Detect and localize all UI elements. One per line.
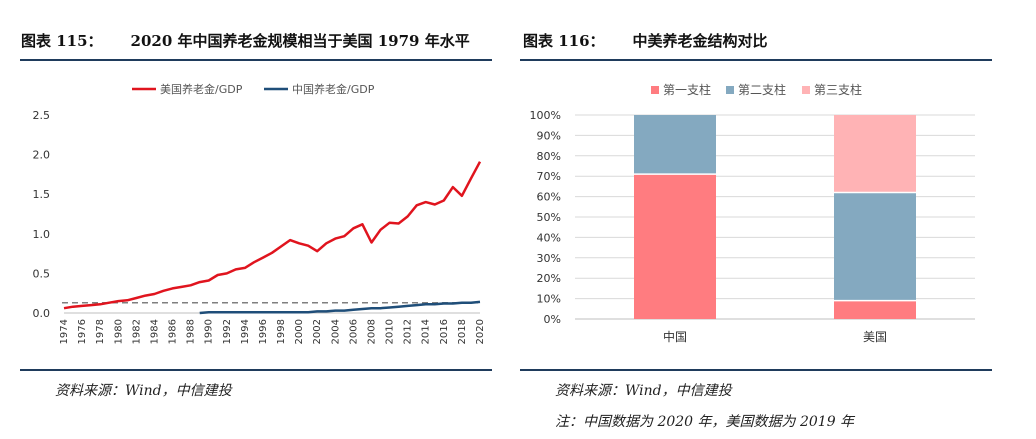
x-tick-label: 1984 (149, 319, 160, 344)
y-tick-label: 80% (537, 150, 561, 163)
x-tick-label: 2012 (403, 319, 414, 344)
left-bottom-rule (20, 369, 492, 371)
y-tick-label: 10% (537, 293, 561, 306)
pension-structure-bar-chart: 0% 10% 20% 30% 40% 50% 60% 70% 80% 90% 100% 中国 美国 第一支… (530, 82, 975, 344)
y-tick-label: 90% (537, 129, 561, 142)
bar-segment (834, 115, 916, 193)
x-tick-label: 2002 (312, 319, 323, 344)
left-source: 资料来源：Wind，中信建投 (55, 383, 232, 399)
x-tick-label: 2010 (385, 319, 396, 344)
x-tick-label: 2018 (457, 319, 468, 344)
left-figure-title: 图表 115： 2020 年中国养老金规模相当于美国 1979 年水平 (21, 30, 470, 51)
x-tick-label: 1976 (77, 319, 88, 344)
x-tick-label: 2008 (366, 319, 377, 344)
x-tick-label: 1978 (95, 319, 106, 344)
pension-gdp-line-chart: 0.0 0.5 1.0 1.5 2.0 2.5 1974 1976 1978 1980 1982 19… (33, 82, 487, 344)
y-tick-label: 50% (537, 211, 561, 224)
y-tick-label: 1.5 (33, 188, 51, 201)
x-category-label: 中国 (663, 329, 687, 344)
left-top-rule (20, 59, 492, 61)
bar-segment (634, 115, 716, 175)
x-category-label: 美国 (863, 330, 887, 344)
x-tick-label: 1994 (240, 319, 251, 344)
x-tick-label: 2016 (439, 319, 450, 344)
x-tick-label: 1980 (113, 319, 124, 344)
legend-swatch (651, 86, 659, 94)
x-tick-label: 1986 (168, 319, 179, 344)
cn-pension-line (199, 300, 481, 315)
right-source: 资料来源：Wind，中信建投 (555, 383, 732, 399)
right-figure-title-text: 中美养老金结构对比 (632, 32, 768, 50)
x-tick-label: 1998 (276, 319, 287, 344)
bar-segment (634, 174, 716, 319)
legend-label: 中国养老金/GDP (292, 82, 375, 96)
y-tick-label: 2.0 (33, 149, 51, 162)
x-tick-label: 1990 (204, 319, 215, 344)
x-tick-label: 2014 (421, 319, 432, 344)
x-tick-label: 1988 (186, 319, 197, 344)
y-tick-label: 0.5 (33, 267, 51, 280)
y-tick-label: 2.5 (33, 109, 51, 122)
legend-label: 第一支柱 (663, 82, 711, 97)
x-tick-label: 1974 (59, 319, 70, 344)
x-tick-label: 2006 (348, 319, 359, 344)
x-tick-label: 2004 (330, 319, 341, 344)
y-tick-label: 0.0 (33, 307, 51, 320)
legend-swatch (726, 86, 734, 94)
y-tick-label: 40% (537, 231, 561, 244)
left-figure-title-text: 2020 年中国养老金规模相当于美国 1979 年水平 (130, 32, 470, 50)
y-tick-label: 100% (530, 109, 561, 122)
right-figure-number: 图表 116： (523, 32, 605, 50)
x-tick-label: 1996 (258, 319, 269, 344)
y-tick-label: 70% (537, 170, 561, 183)
x-tick-label: 1992 (222, 319, 233, 344)
legend-label: 第二支柱 (738, 82, 786, 97)
left-figure-number: 图表 115： (21, 32, 103, 50)
bar-segment (834, 192, 916, 301)
x-tick-label: 1982 (131, 319, 142, 344)
x-tick-label: 2000 (294, 319, 305, 344)
y-tick-label: 1.0 (33, 228, 51, 241)
y-tick-label: 0% (544, 313, 561, 326)
y-tick-label: 30% (537, 252, 561, 265)
x-tick-label: 2020 (475, 319, 486, 344)
legend-swatch (802, 86, 810, 94)
right-top-rule (520, 59, 992, 61)
legend-label: 第三支柱 (814, 82, 862, 97)
bar-segment (834, 300, 916, 319)
y-tick-label: 60% (537, 191, 561, 204)
right-bottom-rule (520, 369, 992, 371)
right-note: 注：中国数据为 2020 年，美国数据为 2019 年 (555, 414, 855, 430)
y-tick-label: 20% (537, 272, 561, 285)
us-pension-line (63, 161, 482, 310)
right-figure-title: 图表 116： 中美养老金结构对比 (523, 30, 768, 51)
legend-label: 美国养老金/GDP (160, 82, 243, 96)
